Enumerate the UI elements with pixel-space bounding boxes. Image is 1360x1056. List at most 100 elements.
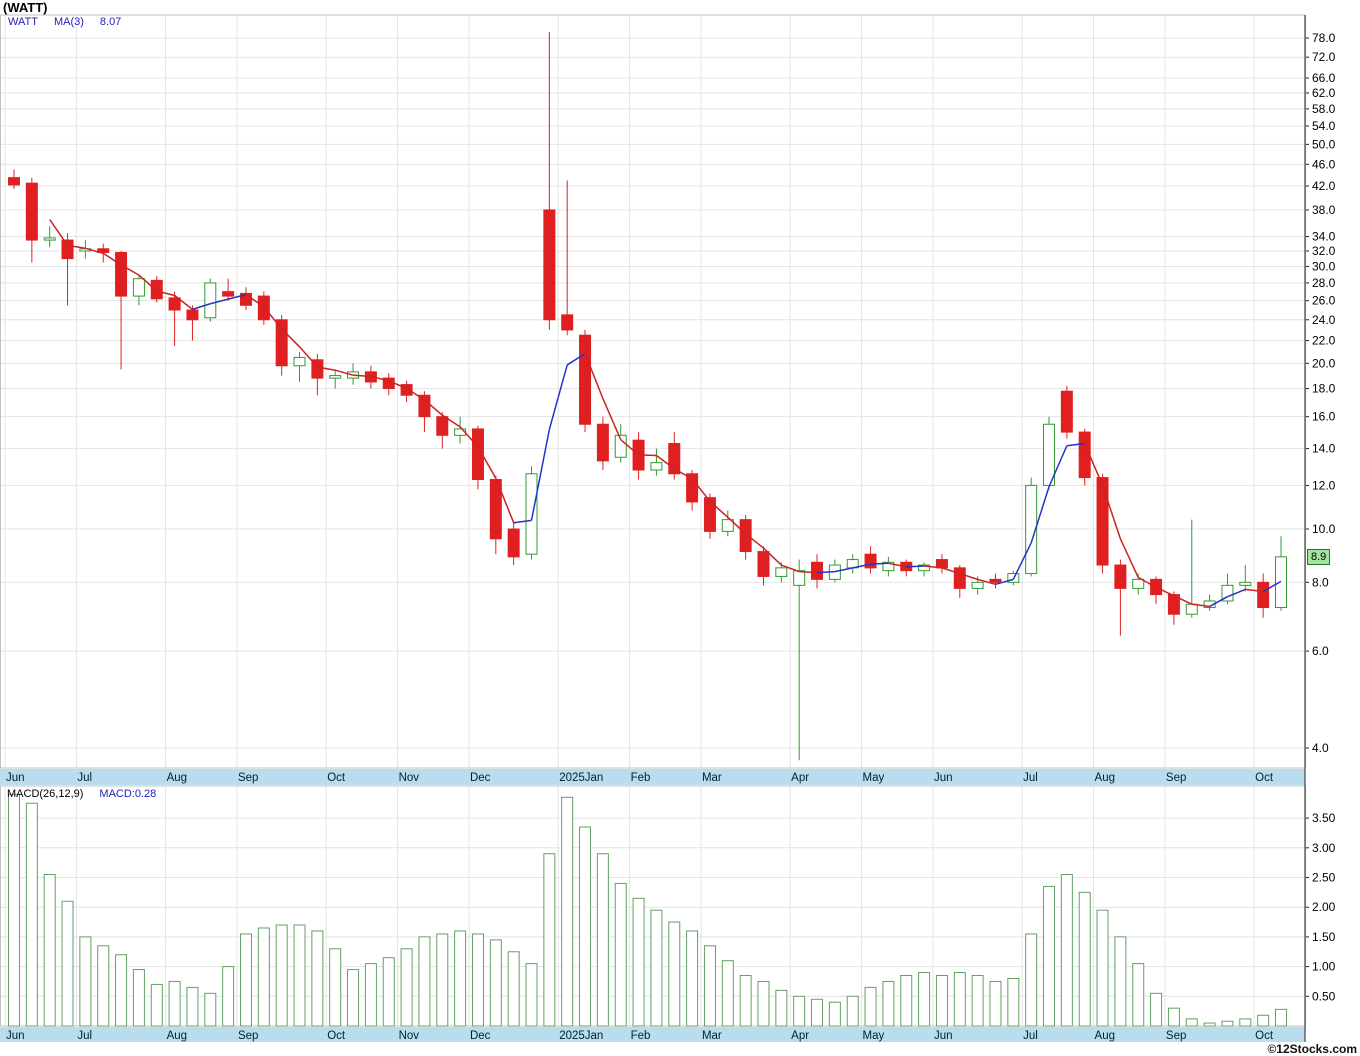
price-tick-label: 16.0 [1312, 410, 1336, 424]
month-label: May [863, 1030, 885, 1042]
candle-body [543, 209, 556, 321]
ma-line-segment [298, 346, 318, 368]
candle-body [686, 473, 699, 503]
macd-bar [614, 882, 627, 1027]
candle-body [1114, 564, 1127, 589]
month-label: Jul [1023, 1030, 1038, 1042]
price-tick-label: 24.0 [1312, 313, 1336, 327]
month-label: Jun [934, 1030, 953, 1042]
ma-line-segment [745, 533, 764, 549]
ma-line-segment [388, 380, 407, 390]
candle-body [329, 375, 342, 379]
macd-tick-label: 1.00 [1312, 960, 1336, 974]
ma-line-segment [1048, 445, 1068, 488]
candle-body [25, 182, 38, 241]
month-label: Aug [1095, 1030, 1115, 1042]
macd-bar [525, 963, 538, 1027]
macd-bar [436, 933, 449, 1027]
macd-bar [1096, 909, 1109, 1027]
macd-bar [632, 897, 645, 1027]
price-tick-label: 20.0 [1312, 356, 1336, 370]
ma-line-segment [959, 572, 978, 581]
candle-body [275, 319, 288, 367]
ma-line-segment [638, 454, 657, 457]
ma-line-segment [1227, 588, 1246, 598]
ma-line-segment [120, 264, 140, 276]
candle-body [507, 528, 520, 558]
candle-body [43, 237, 56, 241]
macd-bar [1025, 933, 1038, 1027]
ma-line-segment [441, 414, 461, 428]
ma-line-segment [49, 219, 69, 246]
ma-line-segment [495, 477, 515, 523]
macd-bar [43, 874, 56, 1027]
macd-bar [793, 995, 806, 1027]
ma-line-segment [406, 387, 425, 401]
month-label: Oct [1255, 772, 1274, 784]
macd-bar [204, 992, 217, 1027]
ma-line-segment [727, 516, 747, 535]
ma-label: MA(3) [53, 16, 84, 28]
macd-bar [739, 975, 752, 1027]
macd-bar [347, 969, 360, 1027]
ma-line-segment [548, 364, 568, 430]
price-tick-label: 46.0 [1312, 157, 1336, 171]
ma-line-segment [1245, 588, 1264, 593]
month-label: Nov [399, 772, 420, 784]
macd-bar [1167, 1007, 1180, 1027]
candle-body [400, 384, 413, 396]
candle-body [971, 581, 984, 589]
month-label: Jun [6, 772, 25, 784]
macd-bar [561, 796, 574, 1027]
macd-bar [79, 936, 92, 1027]
candle-body [1257, 581, 1270, 609]
macd-bar [418, 936, 431, 1027]
month-label: Apr [791, 1030, 809, 1042]
month-label: Jul [77, 1030, 92, 1042]
month-label: May [863, 772, 885, 784]
ma-line-segment [566, 352, 586, 366]
month-label: Jul [77, 772, 92, 784]
candle-body [882, 561, 895, 572]
candle-body [132, 278, 145, 297]
macd-bar [953, 972, 966, 1027]
candle-body [650, 462, 663, 471]
candle-body [471, 428, 484, 481]
ma-line-segment [655, 454, 675, 470]
ma-line-segment [67, 244, 86, 250]
candle-body [525, 473, 538, 555]
candle-body [596, 423, 609, 462]
month-label: Sep [1166, 772, 1186, 784]
macd-bar [454, 930, 467, 1027]
macd-bar [1274, 1008, 1287, 1027]
macd-tick-label: 3.00 [1312, 841, 1336, 855]
macd-bar [900, 975, 913, 1027]
candle-body [1167, 594, 1180, 615]
macd-bar [329, 948, 342, 1027]
ma-line-segment [852, 563, 871, 569]
candle-body [293, 356, 306, 367]
month-label: Jun [6, 1030, 25, 1042]
ma-line-segment [227, 293, 247, 300]
month-band-top [0, 769, 1305, 785]
macd-bar [1239, 1018, 1252, 1027]
ma-line-segment [1155, 586, 1175, 597]
ma-line-segment [888, 562, 907, 568]
ma-line-segment [263, 306, 283, 330]
macd-bar [989, 980, 1002, 1027]
ma-line-segment [138, 274, 158, 292]
candle-body [757, 551, 770, 577]
macd-params: MACD(26,12,9) [7, 788, 84, 800]
month-label: Aug [167, 1030, 187, 1042]
candle-body [775, 567, 788, 577]
price-tick-label: 10.0 [1312, 522, 1336, 536]
price-tick-label: 50.0 [1312, 137, 1336, 151]
ma-line-segment [762, 547, 782, 566]
macd-bar [25, 802, 38, 1027]
ma-line-segment [1119, 538, 1139, 578]
macd-bar [222, 966, 235, 1027]
month-band-bottom [0, 1027, 1305, 1042]
ma-line-segment [941, 567, 961, 575]
candle-body [703, 497, 716, 532]
